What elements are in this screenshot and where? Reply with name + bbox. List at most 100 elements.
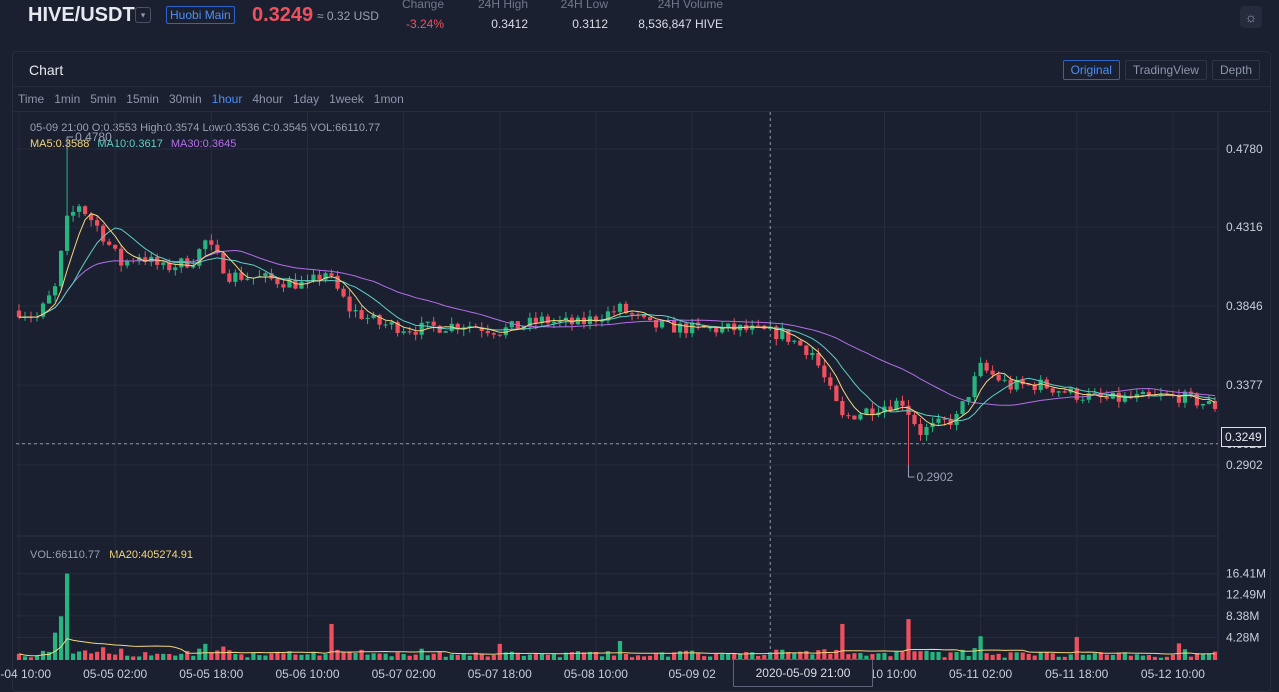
candle-body [1056,391,1061,393]
view-depth-button[interactable]: Depth [1211,60,1260,80]
volume-bar [497,643,502,660]
candle-body [774,326,779,340]
interval-1min[interactable]: 1min [54,92,81,106]
candle-body [70,211,76,216]
candle-body [852,415,857,420]
volume-bar [912,651,917,660]
candle-body [287,279,292,288]
volume-bar [1050,653,1055,660]
volume-bar [185,650,190,660]
volume-bar [756,655,761,660]
volume-bar [425,655,430,660]
interval-5min[interactable]: 5min [90,92,117,106]
candle-body [497,334,502,336]
volume-bar [347,651,352,660]
volume-bar [527,654,532,660]
volume-bar [1122,652,1127,660]
candle-body [1212,400,1218,410]
volume-bar [894,651,899,660]
candle-body [467,326,472,328]
candle-body [365,317,370,319]
time-tick-label: 05-09 02 [668,667,716,681]
low-label: 24H Low [560,0,608,11]
interval-1mon[interactable]: 1mon [373,92,404,106]
candle-body [678,323,683,333]
candle-body [101,225,106,242]
candle-body [40,303,46,317]
change-label: Change [401,0,444,11]
candle-body [1122,395,1127,402]
volume-bar [990,654,995,660]
interval-1hour[interactable]: 1hour [211,92,243,106]
time-tick-label: 05-08 10:00 [564,667,628,681]
volume-bar [1056,656,1061,660]
candle-body [792,340,797,342]
volume-bar [834,649,839,660]
candle-body [1146,391,1151,395]
interval-4hour[interactable]: 4hour [252,92,284,106]
candle-body [611,311,617,313]
volume-value: 8,536,847 HIVE [638,17,723,31]
volume-bar [1152,656,1157,660]
volume-bar [203,643,208,660]
interval-1day[interactable]: 1day [293,92,320,106]
candle-body [443,331,448,333]
volume-bar [83,650,88,660]
view-tradingview-button[interactable]: TradingView [1124,60,1207,80]
interval-30min[interactable]: 30min [168,92,202,106]
volume-bar [299,654,304,660]
candle-body [413,331,418,335]
candle-body [714,327,719,333]
volume-bar [858,653,863,660]
candle-body [1116,392,1121,402]
volume-bar [461,653,466,660]
volume-bar [569,652,575,660]
high-value: 0.3412 [491,17,528,31]
candle-body [341,288,346,297]
candle-body [798,340,803,346]
volume-bar [131,656,136,660]
volume-bar [984,653,989,660]
candle-body [203,240,208,250]
volume-bar [665,656,671,660]
volume-bar [738,653,743,660]
price-tick-label: 0.4316 [1226,220,1263,234]
volume-bar [1188,656,1194,660]
candle-body [173,267,178,271]
volume-bar [77,651,82,660]
volume-bar [269,653,274,660]
candle-body [455,323,460,330]
candle-body [281,284,286,288]
volume-bar [263,655,268,660]
candle-body [1104,397,1109,399]
volume-bar [287,651,292,660]
interval-15min[interactable]: 15min [126,92,159,106]
volume-bar [978,636,983,660]
time-tick-label: 05-12 10:00 [1141,667,1205,681]
candle-body [786,329,791,342]
candle-body [924,427,929,436]
candle-body [407,331,412,333]
volume-bar [167,653,172,660]
interval-time[interactable]: Time [18,92,45,106]
candle-body [1176,394,1182,403]
candle-body [389,322,394,325]
candle-body [545,316,550,324]
volume-bar [557,657,563,660]
chevron-down-icon[interactable]: ▾ [135,7,151,23]
sun-icon[interactable]: ☼ [1240,6,1262,28]
volume-bar [545,654,550,660]
panel-title: Chart [29,62,64,78]
pair-title[interactable]: HIVE/USDT [28,4,135,26]
view-original-button[interactable]: Original [1062,60,1120,80]
volume-bar [371,653,376,660]
time-tick-label: 05-07 02:00 [372,667,436,681]
interval-1week[interactable]: 1week [329,92,364,106]
volume-bar [413,654,418,660]
candle-body [690,322,695,334]
price-tick-label: 0.4780 [1226,142,1263,156]
volume-bar [1092,653,1097,660]
low-annotation-line [907,464,915,478]
candle-body [846,415,851,417]
